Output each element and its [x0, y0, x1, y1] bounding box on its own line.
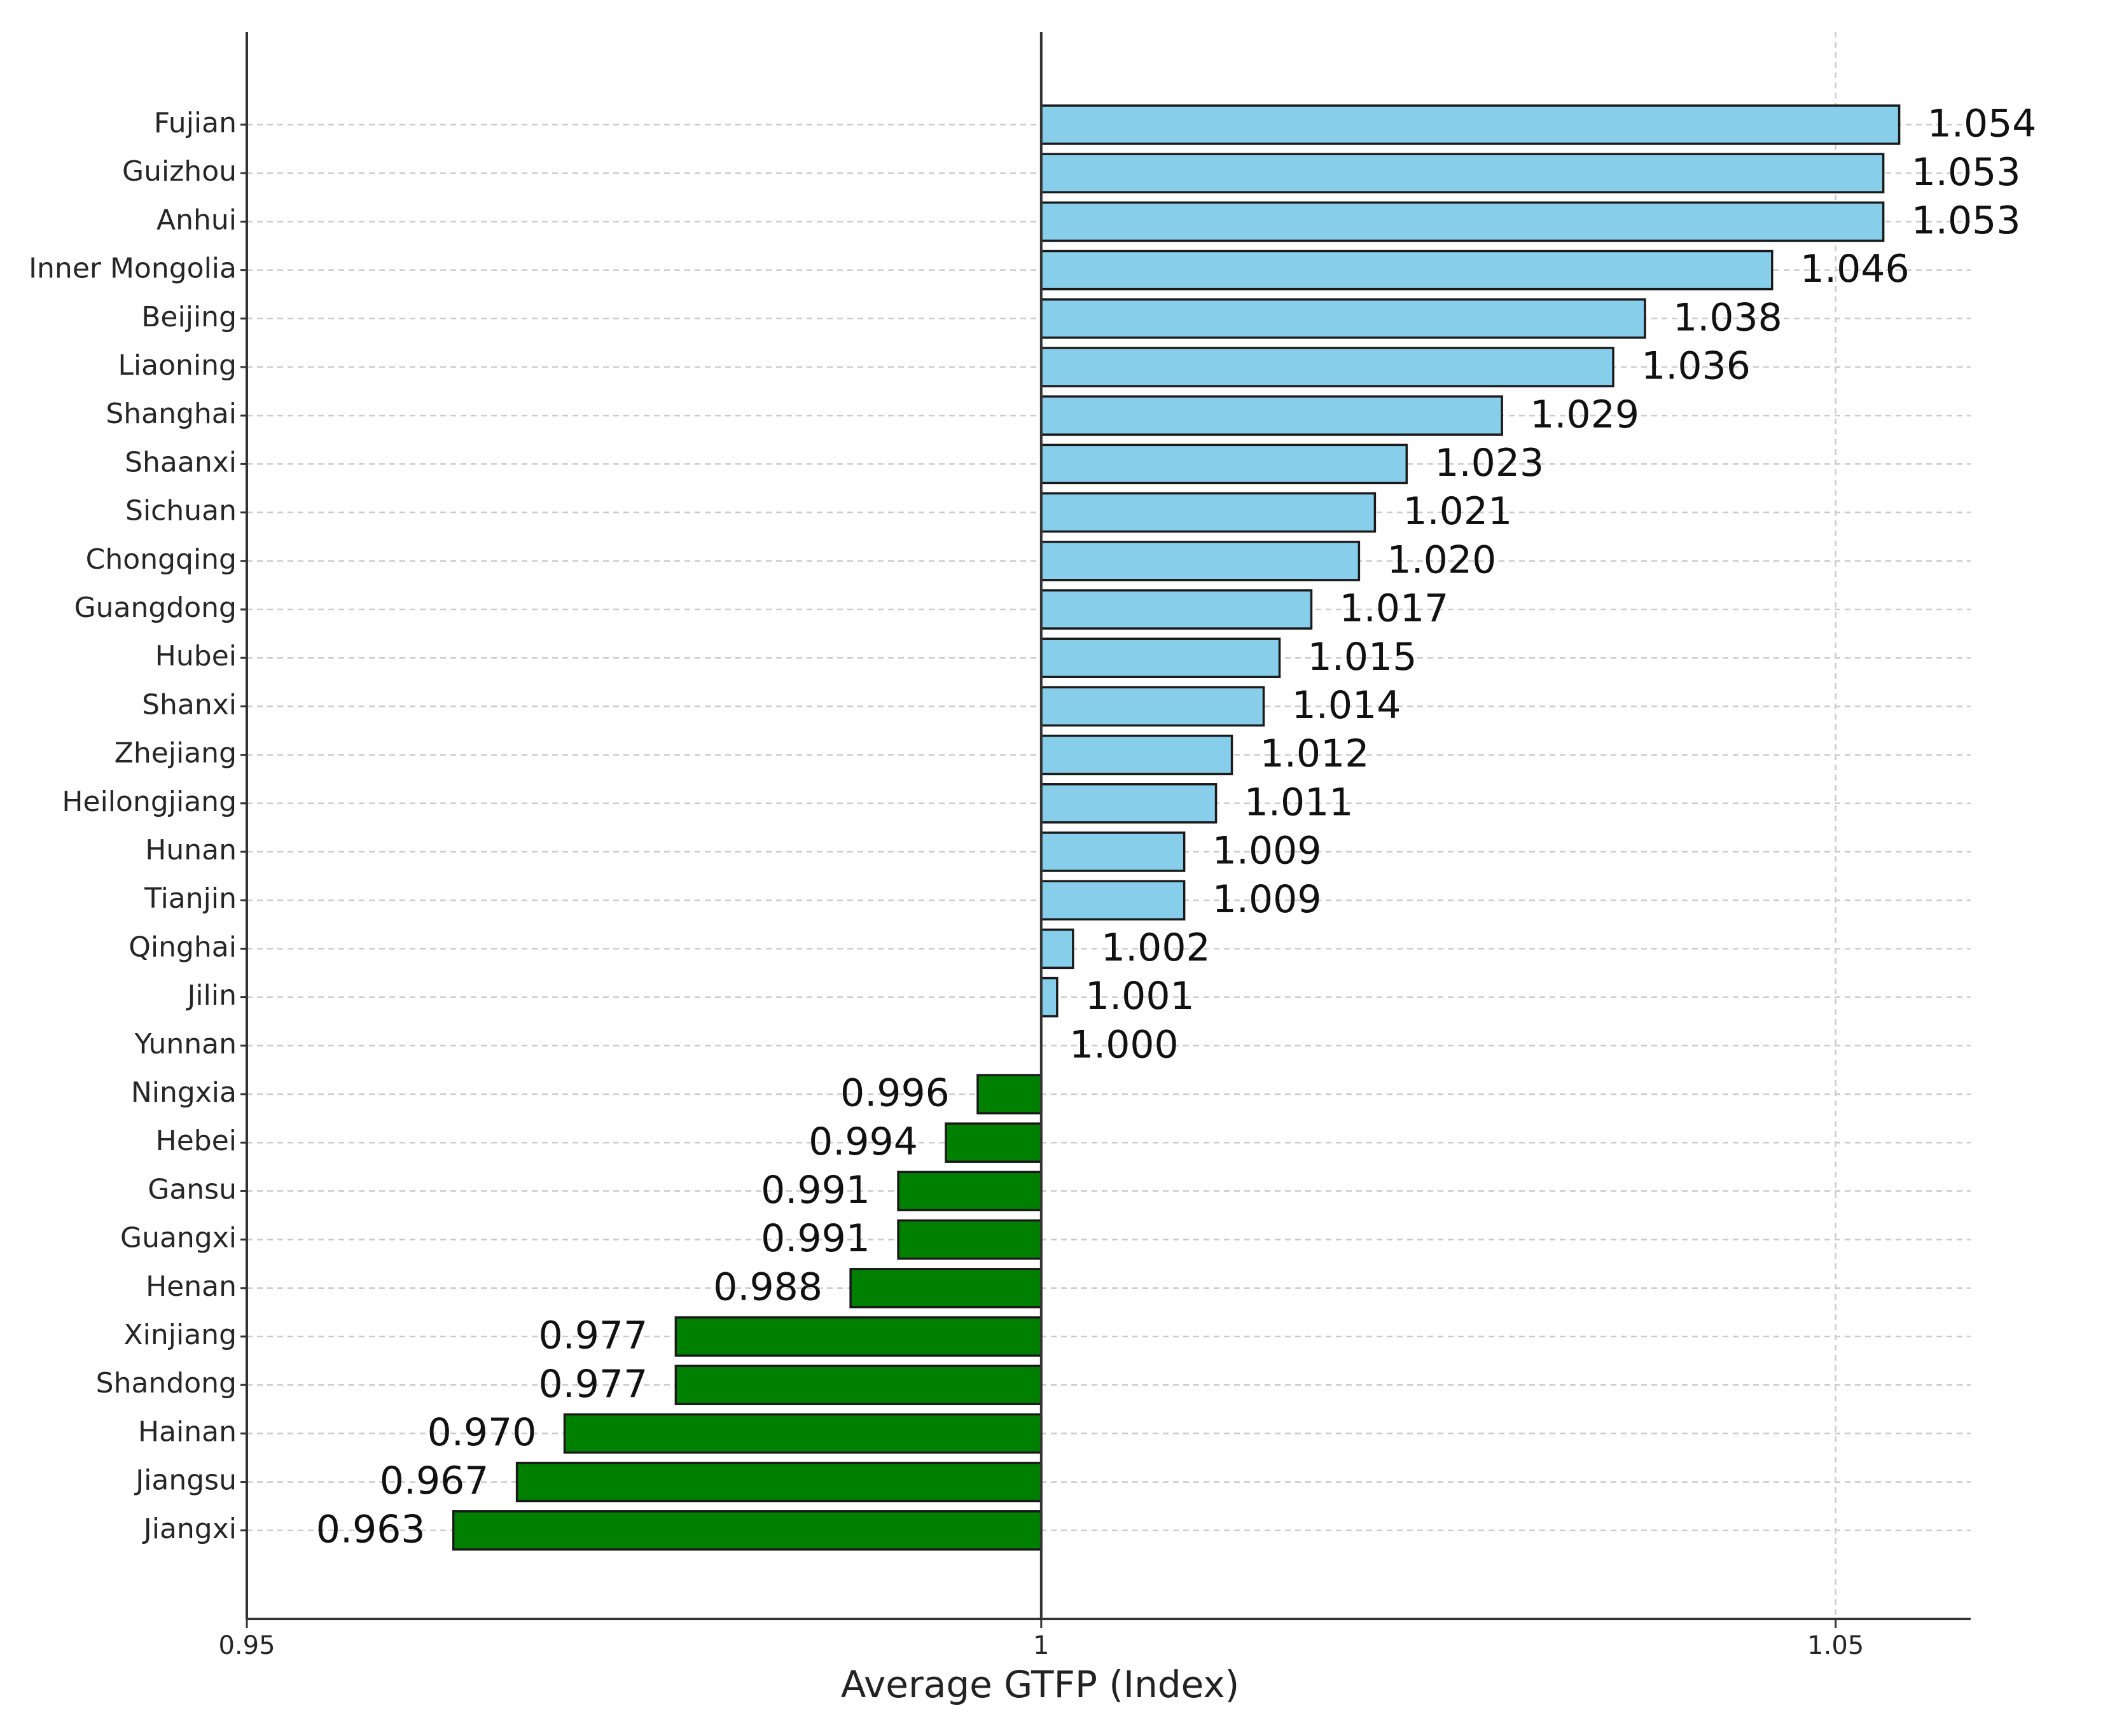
category-label: Beijing — [141, 301, 237, 333]
value-label: 1.023 — [1434, 441, 1544, 485]
value-label: 1.020 — [1387, 538, 1496, 582]
category-label: Zhejiang — [115, 737, 237, 770]
category-label: Guangxi — [120, 1222, 237, 1254]
bar-jilin — [1040, 976, 1058, 1018]
category-label: Gansu — [148, 1173, 237, 1205]
bar-hainan — [563, 1413, 1043, 1454]
value-label: 0.977 — [538, 1314, 648, 1358]
category-label: Shaanxi — [125, 446, 237, 478]
value-label: 0.963 — [316, 1507, 426, 1552]
bar-guangxi — [897, 1219, 1043, 1260]
category-label: Shanghai — [106, 398, 237, 430]
axis-layer: 0.95 1 1.05 — [218, 32, 1971, 1660]
value-label: 0.967 — [380, 1459, 489, 1503]
bar-jiangxi — [452, 1510, 1043, 1551]
bar-shanxi — [1040, 686, 1265, 727]
category-label: Jiangsu — [134, 1464, 237, 1497]
category-label: Yunnan — [134, 1028, 237, 1060]
bar-hubei — [1040, 637, 1281, 678]
bar-zhejiang — [1040, 734, 1233, 775]
x-axis-title: Average GTFP (Index) — [841, 1663, 1240, 1706]
category-label: Liaoning — [118, 349, 237, 382]
bar-henan — [849, 1268, 1043, 1309]
grid-layer — [246, 32, 1971, 1619]
bar-ningxia — [976, 1074, 1043, 1115]
value-label: 0.991 — [761, 1168, 870, 1212]
bar-layer — [452, 104, 1901, 1551]
category-label: Hainan — [138, 1415, 237, 1448]
bar-liaoning — [1040, 347, 1614, 387]
category-label: Jiangxi — [142, 1513, 237, 1545]
category-label: Fujian — [154, 107, 237, 139]
value-label: 1.002 — [1101, 926, 1211, 970]
value-label: 1.011 — [1244, 780, 1354, 824]
value-label: 1.054 — [1927, 102, 2037, 146]
bar-heilongjiang — [1040, 783, 1218, 824]
category-label: Xinjiang — [124, 1319, 237, 1351]
label-layer: Fujian 1.054 Guizhou 1.053 Anhui 1.053 Inner M… — [29, 102, 2036, 1552]
category-label: Ningxia — [131, 1076, 237, 1109]
category-label: Jilin — [185, 980, 237, 1012]
x-tick-label: 1 — [1033, 1631, 1049, 1660]
x-tick-label: 1.05 — [1807, 1631, 1864, 1660]
category-label: Sichuan — [125, 495, 237, 527]
category-label: Chongqing — [86, 543, 237, 576]
value-label: 1.000 — [1069, 1022, 1179, 1067]
category-label: Qinghai — [128, 931, 237, 963]
category-label: Hebei — [156, 1125, 237, 1157]
bar-shanghai — [1040, 395, 1503, 436]
value-label: 0.996 — [840, 1071, 950, 1116]
category-label: Inner Mongolia — [29, 253, 237, 285]
value-label: 1.009 — [1212, 877, 1322, 922]
value-label: 1.053 — [1912, 198, 2021, 243]
category-label: Henan — [146, 1270, 237, 1303]
value-label: 1.015 — [1308, 635, 1417, 679]
category-label: Heilongjiang — [62, 786, 237, 818]
x-tick-label: 0.95 — [218, 1631, 275, 1660]
value-label: 1.029 — [1530, 392, 1639, 437]
value-label: 0.970 — [427, 1410, 537, 1455]
bar-hunan — [1040, 831, 1186, 872]
category-label: Guangdong — [74, 592, 237, 624]
value-label: 1.001 — [1085, 974, 1195, 1018]
category-label: Guizhou — [122, 155, 237, 188]
category-label: Shanxi — [142, 688, 237, 721]
bar-inner-mongolia — [1040, 249, 1773, 291]
value-label: 1.038 — [1673, 295, 1782, 340]
value-label: 1.012 — [1260, 732, 1370, 776]
category-label: Tianjin — [144, 882, 237, 915]
bar-sichuan — [1040, 492, 1377, 533]
bar-hebei — [945, 1122, 1043, 1163]
bar-beijing — [1040, 298, 1646, 339]
value-label: 1.021 — [1403, 489, 1512, 534]
bar-qinghai — [1040, 928, 1074, 969]
value-label: 1.046 — [1800, 247, 1910, 291]
value-label: 1.014 — [1292, 683, 1401, 728]
category-label: Anhui — [156, 204, 237, 236]
category-label: Hunan — [145, 834, 237, 866]
value-label: 1.036 — [1641, 344, 1751, 389]
bar-guizhou — [1040, 153, 1885, 193]
bar-chongqing — [1040, 541, 1361, 581]
value-label: 0.994 — [809, 1120, 918, 1164]
bar-shandong — [674, 1364, 1043, 1405]
value-label: 0.977 — [538, 1362, 648, 1406]
value-label: 1.053 — [1912, 150, 2021, 195]
bar-shaanxi — [1040, 443, 1408, 485]
category-label: Shandong — [96, 1367, 237, 1399]
bar-tianjin — [1040, 880, 1186, 920]
bar-guangdong — [1040, 589, 1313, 630]
bar-anhui — [1040, 201, 1885, 242]
value-label: 1.017 — [1340, 587, 1449, 631]
category-label: Hubei — [155, 640, 237, 672]
bar-jiangsu — [515, 1461, 1043, 1503]
bar-gansu — [897, 1170, 1043, 1212]
value-label: 0.988 — [713, 1265, 822, 1309]
bar-fujian — [1040, 104, 1901, 145]
value-label: 1.009 — [1212, 829, 1322, 873]
bar-xinjiang — [674, 1316, 1043, 1357]
value-label: 0.991 — [761, 1216, 870, 1261]
